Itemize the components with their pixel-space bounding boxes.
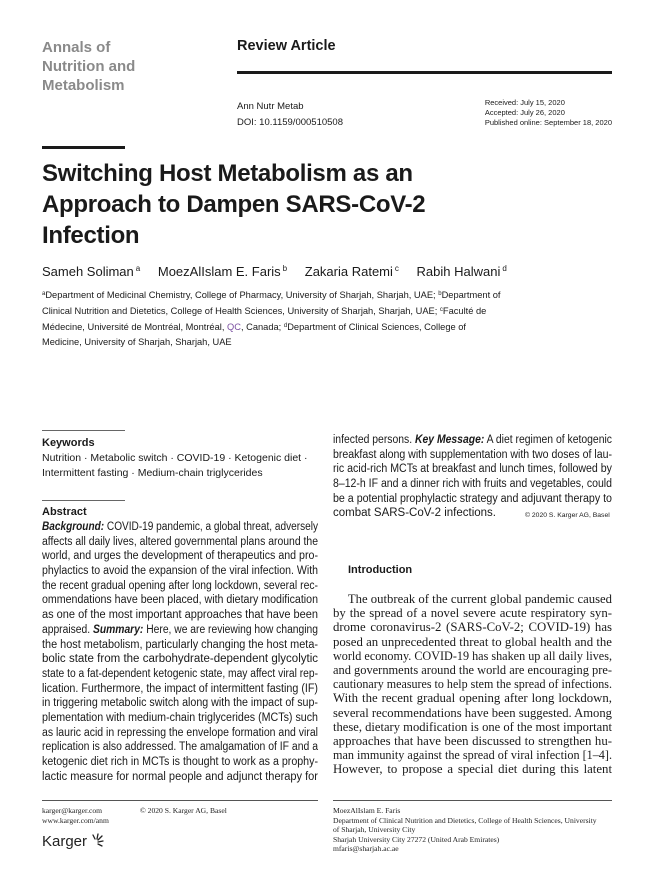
qc-link[interactable]: QC <box>227 322 241 332</box>
journal-name-line: Metabolism <box>42 77 125 94</box>
text-line: ric acid-rich MCTs at breakfast and lunc… <box>333 463 612 476</box>
author: Zakaria Ratemi c <box>304 264 399 279</box>
author-list: Sameh Soliman a MoezAlIslam E. Faris b Zak… <box>42 264 521 279</box>
text-line: the recent gradual opening after long lo… <box>42 579 318 592</box>
text-line: combat SARS-CoV-2 infections. <box>333 507 496 520</box>
dates: Received: July 15, 2020 Accepted: July 2… <box>485 98 612 128</box>
text-line: in triggering metabolic switch along wit… <box>42 697 318 710</box>
abstract-rule <box>42 500 125 501</box>
keywords-heading: Keywords <box>42 437 95 449</box>
introduction-body: The outbreak of the current global pande… <box>333 592 612 776</box>
abstract-body: Background: COVID-19 pandemic, a global … <box>42 520 318 784</box>
title-line: Switching Host Metabolism as an <box>42 160 413 187</box>
footer-contact: karger@karger.com www.karger.com/anm <box>42 806 109 825</box>
text-line: man immunity against the spread of viral… <box>333 748 612 763</box>
text-line: ommendations have been placed, with diet… <box>42 594 318 607</box>
text-line: ketogenic diet rich in MCTs is thought t… <box>42 756 318 768</box>
journal-name-line: Nutrition and <box>42 58 136 75</box>
affiliations: aDepartment of Medicinal Chemistry, Coll… <box>42 290 501 347</box>
text-line: Background: COVID-19 pandemic, a global … <box>42 521 318 533</box>
correspondence-name: MoezAlIslam E. Faris <box>333 806 401 815</box>
keywords-line: Intermittent fasting · Medium-chain trig… <box>42 467 263 479</box>
text-line: approaches that have been discussed to s… <box>333 733 612 748</box>
correspondence-email[interactable]: mfaris@sharjah.ac.ae <box>333 844 399 853</box>
text-line: bolic state from the carbohydrate-depend… <box>42 653 318 666</box>
published-date: Published online: September 18, 2020 <box>484 118 612 127</box>
publisher-website[interactable]: www.karger.com/anm <box>42 815 109 825</box>
footer-copyright: © 2020 S. Karger AG, Basel <box>140 806 227 815</box>
section-label: Summary: <box>92 623 144 636</box>
section-label: Background: <box>42 521 105 533</box>
text-line: lication. Furthermore, the impact of int… <box>42 682 318 695</box>
correspondence-address: Department of Clinical Nutrition and Die… <box>333 815 597 825</box>
journal-name: Annals of Nutrition and Metabolism <box>42 38 135 95</box>
text-line: state to a fat-dependent ketogenic state… <box>42 667 318 680</box>
introduction-heading: Introduction <box>348 564 413 576</box>
keywords-line: Nutrition · Metabolic switch · COVID-19 … <box>42 452 308 464</box>
text-line: infected persons. Key Message: A diet re… <box>333 434 612 446</box>
text-line: several recommendations have been sugges… <box>333 705 612 720</box>
publisher-email[interactable]: karger@karger.com <box>42 806 103 815</box>
correspondence-address: of Sharjah, University City <box>333 825 416 834</box>
text-line: these, dietary modification is one of th… <box>333 719 612 734</box>
text-line: world economy. COVID-19 has shaken up al… <box>333 648 612 663</box>
text-line: the host metabolism, particularly changi… <box>42 638 318 651</box>
text-line: as one of the most important approaches … <box>42 609 318 622</box>
journal-abbrev: Ann Nutr Metab <box>237 101 304 112</box>
accepted-date: Accepted: July 26, 2020 <box>484 108 565 117</box>
text-line: drome coronavirus-2 (SARS-CoV-2; COVID-1… <box>333 620 612 635</box>
text-line: plementation with medium-chain triglycer… <box>42 711 318 724</box>
text-line: posed an unprecedented threat to global … <box>333 634 612 649</box>
text-line: as lauric acid in repressing the envelop… <box>42 726 318 739</box>
correspondence-address: Sharjah University City 27272 (United Ar… <box>333 834 500 844</box>
text-line: With the recent gradual opening after lo… <box>333 691 612 706</box>
paper-title: Switching Host Metabolism as an Approach… <box>42 158 426 251</box>
author: Rabih Halwani d <box>416 264 507 279</box>
header-rule <box>237 71 612 74</box>
section-label: Key Message: <box>415 434 485 446</box>
text-line: and governments around the world are enc… <box>333 662 612 677</box>
doi: DOI: 10.1159/000510508 <box>237 117 343 128</box>
karger-logo-icon <box>92 833 104 847</box>
text-line: The outbreak of the current global pande… <box>347 592 612 606</box>
text-line: phylactics to avoid the expansion of the… <box>42 565 318 578</box>
text-line: by the spread of a novel severe acute re… <box>333 606 612 621</box>
author: Sameh Soliman a <box>42 264 141 279</box>
karger-logo: Karger <box>42 833 104 850</box>
abstract-heading: Abstract <box>42 506 87 518</box>
title-line: Approach to Dampen SARS-CoV-2 <box>42 191 426 218</box>
article-type: Review Article <box>237 38 336 54</box>
abstract-continued: infected persons. Key Message: A diet re… <box>333 433 612 521</box>
text-line: appraised. Summary: Here, we are reviewi… <box>42 623 318 636</box>
text-line: breakfast along with supplementation wit… <box>333 448 612 461</box>
title-rule <box>42 146 125 149</box>
correspondence: MoezAlIslam E. Faris Department of Clini… <box>333 806 597 854</box>
text-line: world, and urges the development of ther… <box>42 550 318 563</box>
text-line: replication is also addressed. The amalg… <box>42 741 318 754</box>
footer-rule-left <box>42 800 318 801</box>
text-line: cautionary measures to help stem the spr… <box>333 677 612 692</box>
keywords-rule <box>42 430 125 431</box>
citation: Ann Nutr Metab DOI: 10.1159/000510508 <box>237 99 343 131</box>
text-line: be a potential prophylactic strategy and… <box>333 492 612 505</box>
keywords-section: Keywords Nutrition · Metabolic switch · … <box>42 436 308 481</box>
received-date: Received: July 15, 2020 <box>484 98 565 107</box>
title-line: Infection <box>42 222 140 249</box>
footer-rule-right <box>333 800 612 801</box>
text-line: 8–12-h IF and a dinner rich with fruits … <box>333 478 612 491</box>
text-line: lactic measure for normal people and adj… <box>42 770 318 783</box>
author: MoezAlIslam E. Faris b <box>157 264 288 279</box>
journal-name-line: Annals of <box>42 39 111 56</box>
text-line: However, to propose a special diet durin… <box>333 762 612 777</box>
text-line: affects all daily lives, altered governm… <box>42 535 318 548</box>
abstract-copyright: © 2020 S. Karger AG, Basel <box>525 512 610 519</box>
